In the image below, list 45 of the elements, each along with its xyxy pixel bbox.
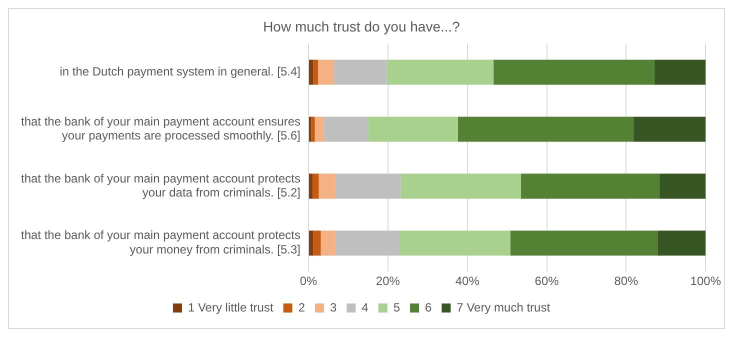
bar — [309, 230, 314, 256]
legend-label: 1 Very little trust — [188, 300, 274, 314]
bar — [633, 116, 706, 142]
bar — [320, 230, 336, 256]
bar — [520, 174, 660, 199]
bar — [386, 60, 494, 85]
legend-label: 3 — [330, 300, 337, 314]
y-tick-label: that the bank of your main payment account ensures your payments are processed smoothly. [5.6] — [21, 114, 300, 143]
bar — [318, 174, 336, 199]
bar — [318, 60, 334, 85]
bar — [368, 116, 458, 142]
x-tick-label: 100% — [690, 274, 722, 288]
x-tick-label: 40% — [455, 274, 480, 288]
x-tick-label: 20% — [376, 274, 400, 288]
legend-label: 5 — [393, 300, 400, 314]
bar — [311, 116, 315, 142]
bar — [400, 174, 521, 199]
y-tick-label: that the bank of your main payment account protects your data from criminals. [5.2] — [21, 171, 300, 200]
bar — [658, 230, 706, 256]
x-tick-label: 0% — [300, 274, 318, 288]
x-tick-label: 80% — [614, 274, 639, 288]
legend-label: 2 — [298, 300, 306, 314]
bar — [510, 230, 658, 256]
x-tick-label: 60% — [534, 274, 560, 288]
chart-title: How much trust do you have...? — [263, 18, 460, 34]
bar — [313, 230, 321, 256]
bar — [659, 174, 706, 199]
bar — [312, 174, 319, 199]
bar — [313, 60, 318, 85]
bar — [494, 60, 654, 85]
bar — [309, 60, 314, 85]
bar — [654, 60, 706, 85]
y-tick-label: that the bank of your main payment account protects your money from criminals. [5.3] — [21, 228, 300, 257]
legend-label: 6 — [425, 300, 432, 314]
legend-label: 4 — [362, 300, 369, 314]
y-tick-label: in the Dutch payment system in general. [5.4] — [60, 64, 300, 79]
bar — [334, 60, 387, 85]
bar — [324, 116, 368, 142]
bar — [458, 116, 634, 142]
bar — [399, 230, 510, 256]
bar — [314, 116, 324, 142]
bar — [335, 174, 401, 199]
bar — [309, 174, 312, 199]
bar — [335, 230, 400, 256]
legend-label: 7 Very much trust — [456, 300, 551, 314]
